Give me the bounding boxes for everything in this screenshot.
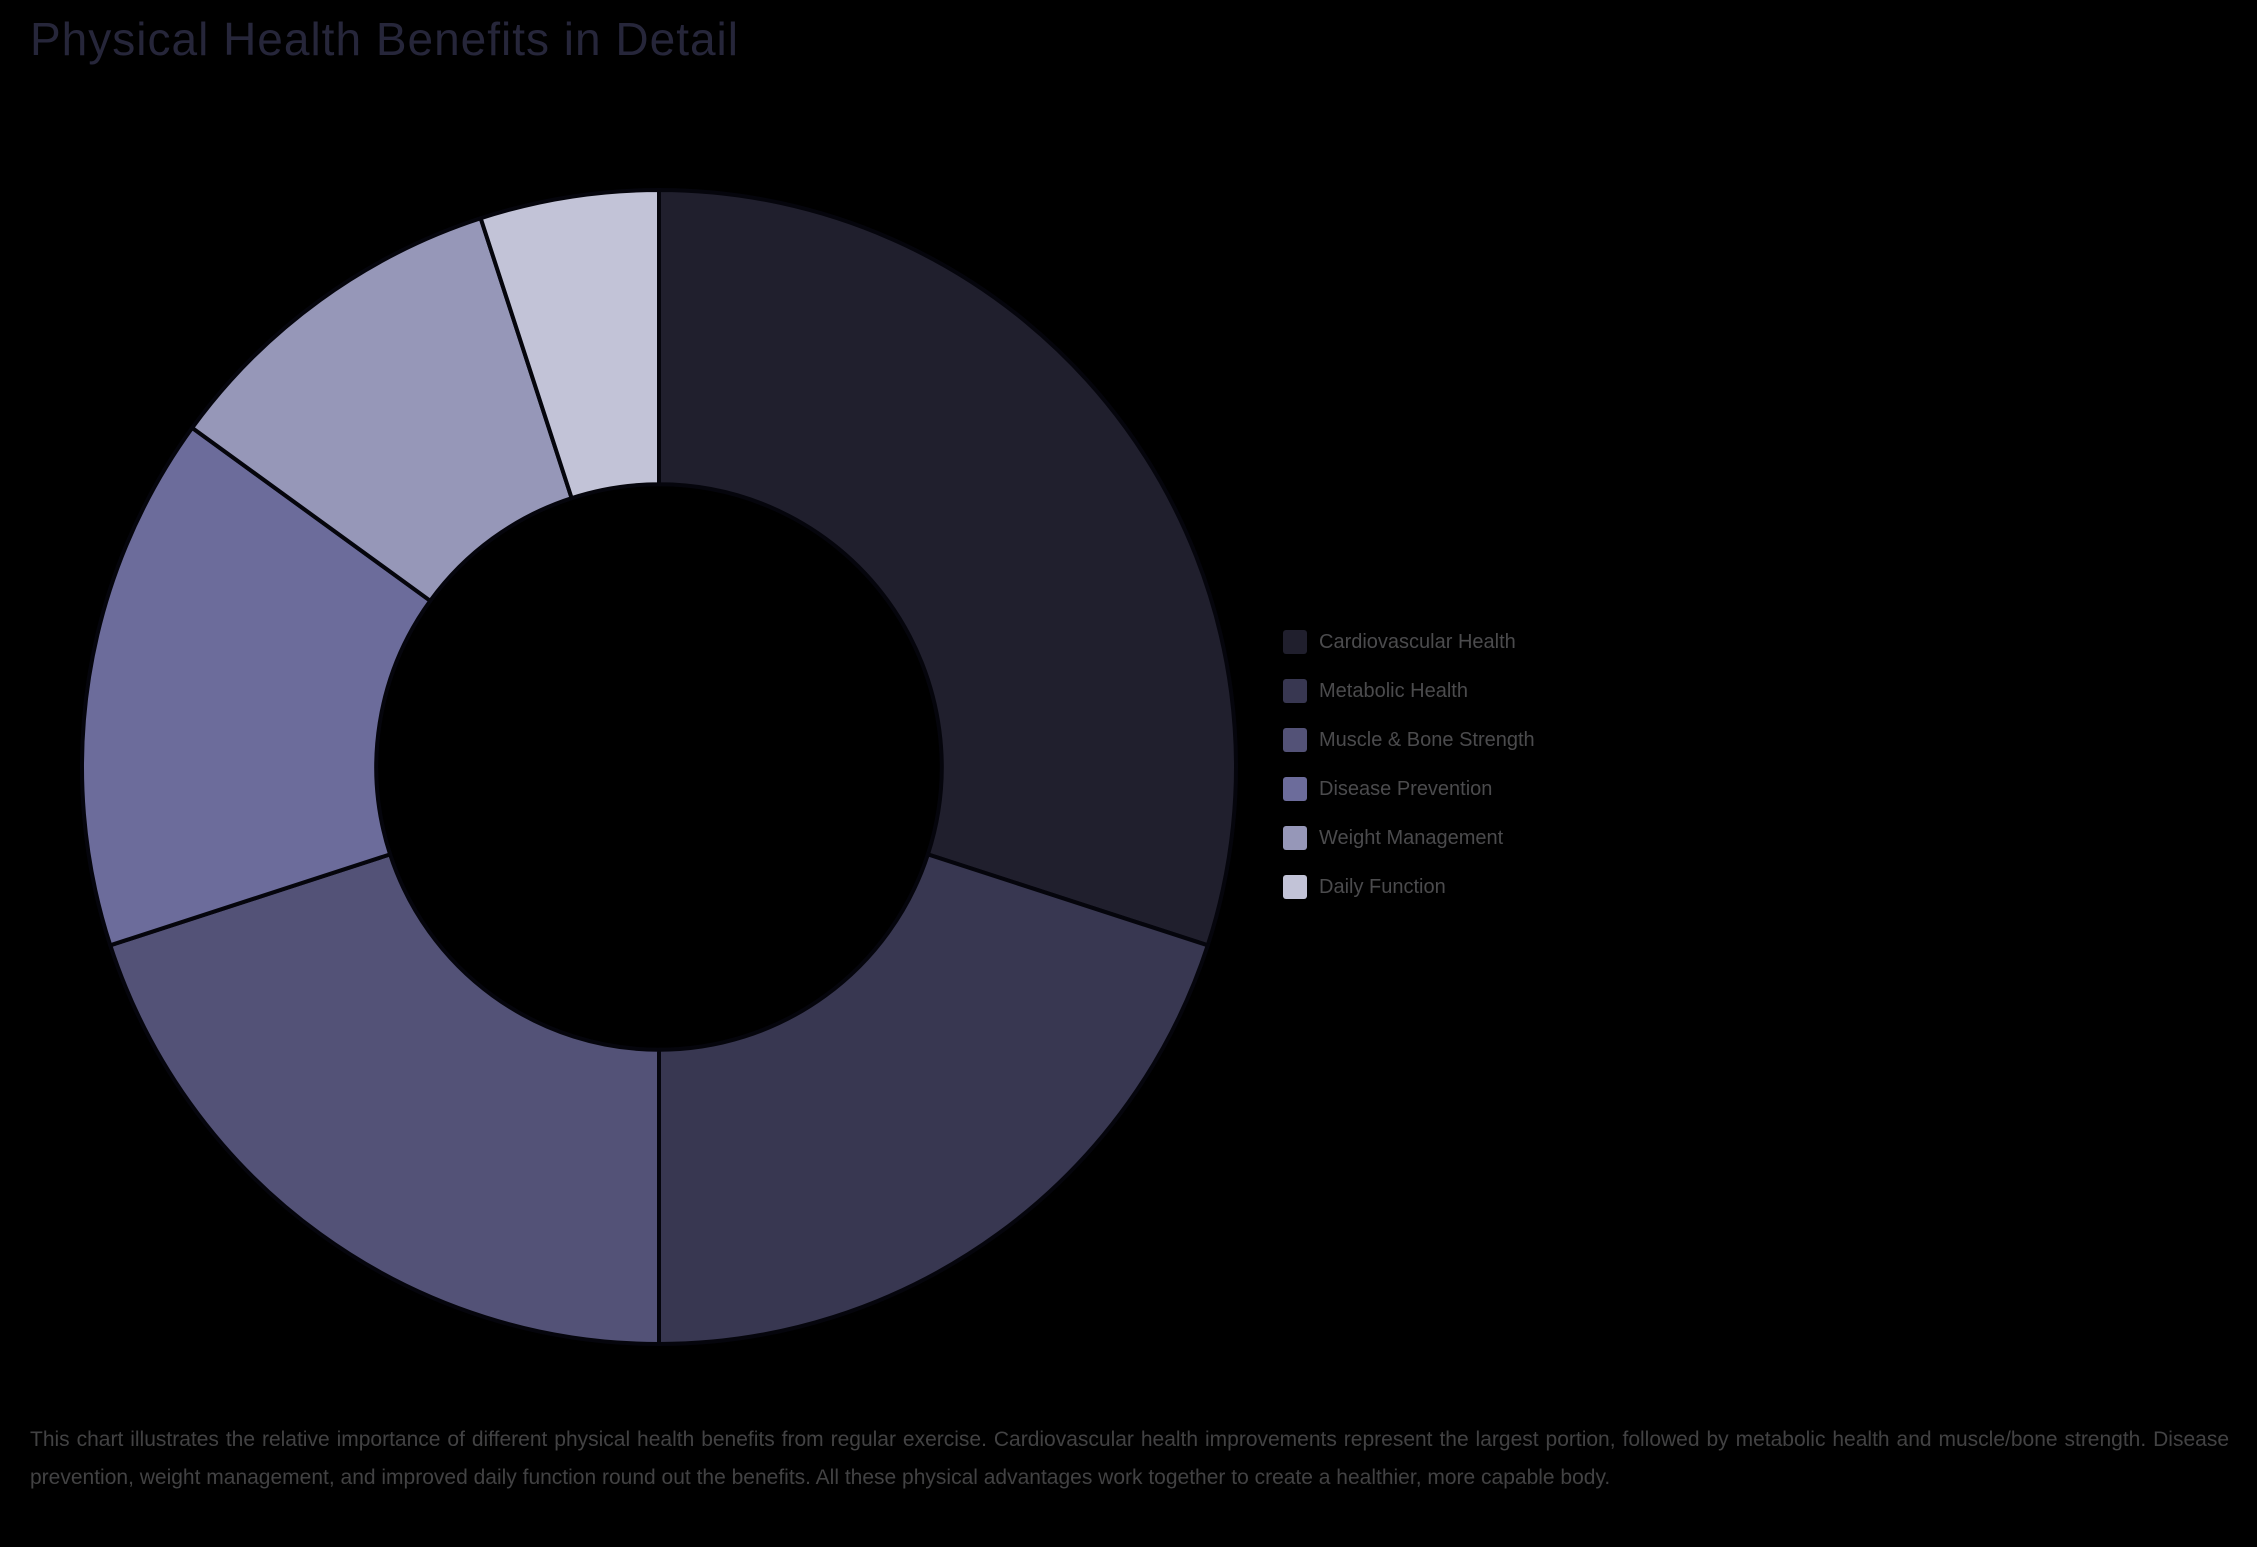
donut-slice-cardiovascular-health[interactable] (657, 187, 1238, 948)
page-title: Physical Health Benefits in Detail (30, 13, 739, 65)
legend-label-muscle-bone-strength: Muscle & Bone Strength (1319, 728, 1535, 751)
donut-chart-svg (80, 187, 1238, 1347)
chart-caption: This chart illustrates the relative impo… (30, 1428, 2229, 1489)
legend-item-muscle-bone-strength[interactable]: Muscle & Bone Strength (1283, 728, 1535, 752)
legend-item-daily-function[interactable]: Daily Function (1283, 875, 1535, 899)
legend-swatch-daily-function (1283, 875, 1307, 899)
donut-slice-disease-prevention[interactable] (80, 425, 434, 948)
legend-swatch-weight-management (1283, 826, 1307, 850)
legend-swatch-cardiovascular-health (1283, 630, 1307, 654)
donut-slice-muscle-bone-strength[interactable] (107, 851, 661, 1347)
legend-swatch-disease-prevention (1283, 777, 1307, 801)
donut-chart (78, 186, 1240, 1348)
legend-item-disease-prevention[interactable]: Disease Prevention (1283, 777, 1535, 801)
legend-label-cardiovascular-health: Cardiovascular Health (1319, 630, 1516, 653)
legend-label-weight-management: Weight Management (1319, 826, 1504, 849)
legend-label-daily-function: Daily Function (1319, 875, 1446, 898)
donut-slice-metabolic-health[interactable] (657, 851, 1211, 1347)
donut-slice-weight-management[interactable] (189, 215, 575, 604)
chart-legend: Cardiovascular Health Metabolic Health Mus… (1283, 630, 1535, 924)
donut-slice-daily-function[interactable] (478, 187, 661, 501)
legend-swatch-muscle-bone-strength (1283, 728, 1307, 752)
legend-item-metabolic-health[interactable]: Metabolic Health (1283, 679, 1535, 703)
legend-label-metabolic-health: Metabolic Health (1319, 679, 1468, 702)
legend-item-cardiovascular-health[interactable]: Cardiovascular Health (1283, 630, 1535, 654)
legend-label-disease-prevention: Disease Prevention (1319, 777, 1493, 800)
legend-item-weight-management[interactable]: Weight Management (1283, 826, 1535, 850)
legend-swatch-metabolic-health (1283, 679, 1307, 703)
